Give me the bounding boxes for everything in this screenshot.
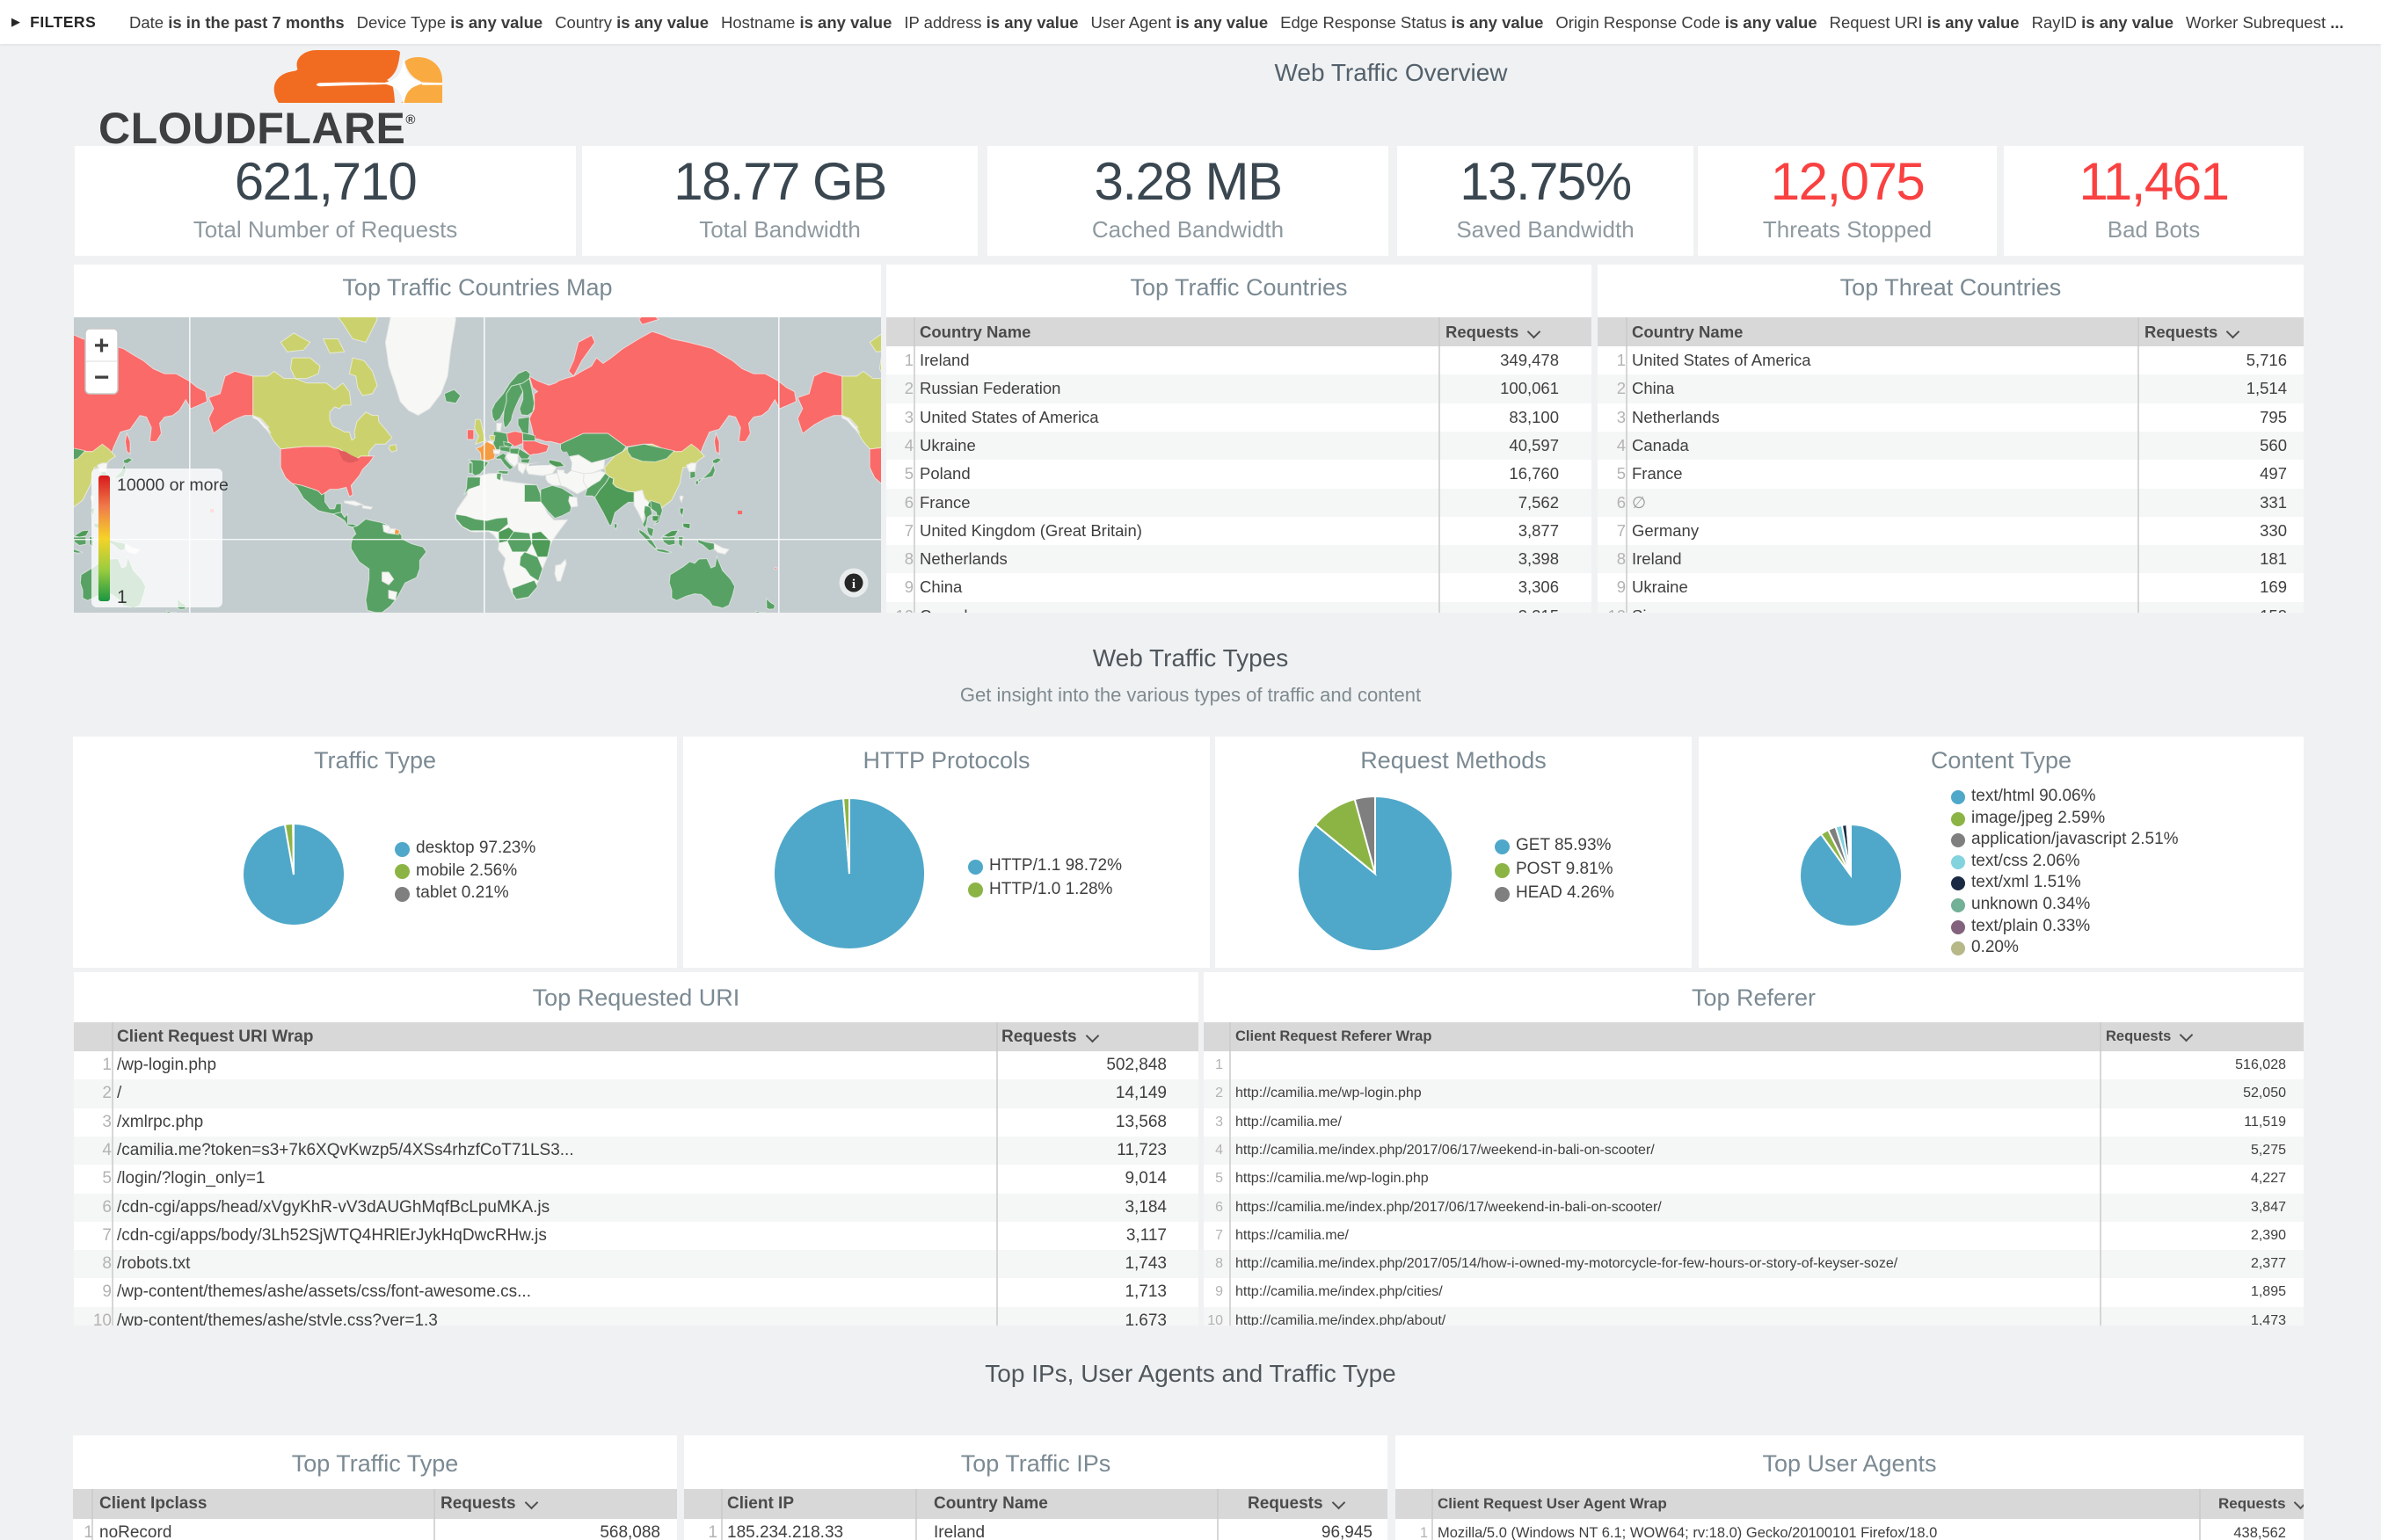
svg-text:+: + bbox=[94, 331, 110, 360]
svg-text:i: i bbox=[852, 578, 856, 592]
svg-text:−: − bbox=[94, 363, 110, 392]
svg-text:1: 1 bbox=[117, 587, 127, 607]
svg-text:10000 or more: 10000 or more bbox=[117, 476, 229, 495]
